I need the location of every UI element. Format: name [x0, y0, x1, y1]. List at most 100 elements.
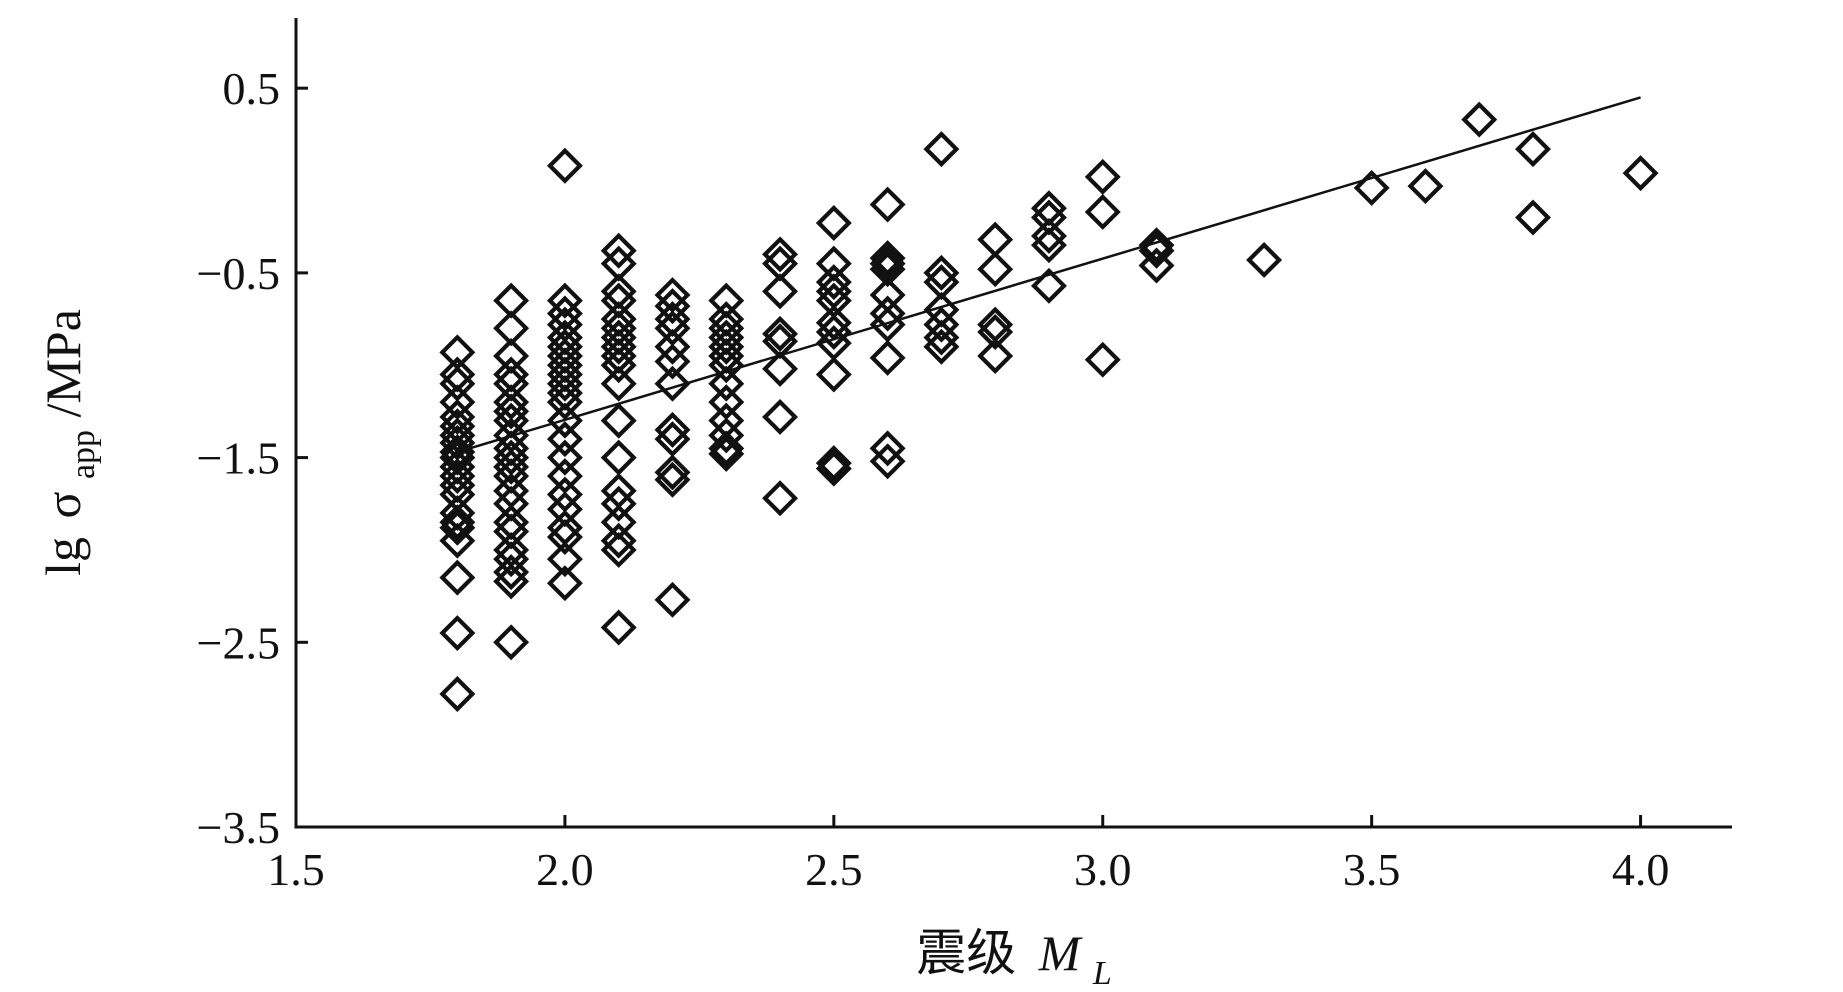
data-point — [1030, 227, 1067, 264]
data-point — [546, 147, 583, 184]
data-point — [546, 476, 583, 513]
data-point — [923, 306, 960, 343]
data-point — [923, 328, 960, 365]
data-point — [1030, 217, 1067, 254]
data-point — [546, 519, 583, 555]
data-point — [546, 365, 583, 402]
x-axis-subscript: L — [1092, 955, 1112, 992]
data-point — [654, 411, 691, 448]
data-point — [1030, 267, 1067, 304]
data-point — [600, 531, 637, 568]
data-point — [654, 454, 691, 491]
data-point — [600, 232, 637, 269]
data-point — [600, 609, 637, 646]
data-point — [439, 424, 476, 461]
regression-line — [456, 96, 1641, 454]
data-point — [708, 384, 745, 421]
data-point — [439, 384, 476, 421]
x-tick-label: 3.5 — [1343, 844, 1401, 895]
data-point — [923, 254, 960, 291]
data-point — [600, 402, 637, 439]
data-point — [708, 417, 745, 454]
data-point — [439, 676, 476, 712]
data-point — [762, 480, 799, 517]
data-point — [493, 563, 530, 600]
data-point — [546, 439, 583, 476]
data-point — [493, 439, 530, 476]
data-point — [654, 421, 691, 458]
y-axis-title: lg σ app /MPa — [35, 309, 105, 576]
data-point — [600, 365, 637, 402]
data-point — [493, 448, 530, 485]
data-point — [1246, 241, 1283, 278]
data-point — [493, 554, 530, 591]
y-tick-label: −1.5 — [197, 433, 280, 484]
data-point — [762, 350, 799, 387]
data-point — [708, 328, 745, 365]
data-point — [923, 319, 960, 356]
data-point — [654, 288, 691, 325]
data-point — [546, 509, 583, 546]
data-point — [439, 434, 476, 471]
data-points — [439, 101, 1659, 712]
data-point — [1622, 155, 1659, 192]
data-point — [600, 485, 637, 522]
data-point — [869, 443, 906, 480]
data-point — [546, 384, 583, 421]
data-point — [1461, 101, 1498, 138]
data-point — [1084, 158, 1121, 195]
data-point — [546, 541, 583, 578]
data-point — [869, 430, 906, 467]
data-point — [654, 328, 691, 365]
data-point — [600, 439, 637, 476]
data-point — [439, 504, 476, 541]
data-point — [439, 615, 476, 652]
data-point — [977, 251, 1014, 288]
y-axis-unit: /MPa — [35, 309, 91, 417]
data-point — [493, 541, 530, 578]
data-point — [762, 398, 799, 435]
data-point — [708, 430, 745, 467]
data-point — [762, 236, 799, 273]
y-axis-subscript: app — [65, 430, 102, 479]
data-point — [439, 334, 476, 371]
data-point — [546, 295, 583, 332]
y-axis-prefix: lg — [35, 537, 91, 576]
data-point — [869, 306, 906, 343]
x-axis-label: 震级 — [916, 925, 1016, 981]
data-point — [1138, 247, 1175, 284]
x-tick-label: 3.0 — [1074, 844, 1132, 895]
data-point — [815, 205, 852, 241]
data-point — [1515, 199, 1551, 236]
data-point — [708, 347, 745, 384]
data-point — [654, 343, 691, 380]
data-point — [654, 310, 691, 347]
data-point — [815, 264, 852, 301]
y-tick-label: −3.5 — [197, 802, 280, 853]
data-point — [869, 295, 906, 332]
data-point — [439, 509, 476, 546]
x-axis-variable: M — [1038, 925, 1083, 981]
data-point — [439, 458, 476, 495]
data-point — [546, 565, 583, 602]
data-point — [762, 315, 799, 352]
y-axis-symbol: σ — [35, 492, 91, 519]
data-point — [439, 398, 476, 435]
data-point — [493, 393, 530, 430]
x-tick-label: 4.0 — [1612, 844, 1670, 895]
data-point — [708, 435, 745, 472]
data-point — [815, 282, 852, 319]
x-tick-label: 2.0 — [536, 844, 594, 895]
data-point — [815, 314, 852, 350]
data-point — [439, 522, 476, 559]
data-point — [869, 251, 906, 288]
data-point — [493, 384, 530, 421]
data-point — [600, 328, 637, 365]
data-point — [1084, 341, 1121, 378]
data-point — [654, 461, 691, 498]
data-point — [815, 450, 852, 487]
data-point — [815, 445, 852, 482]
data-point — [600, 347, 637, 384]
